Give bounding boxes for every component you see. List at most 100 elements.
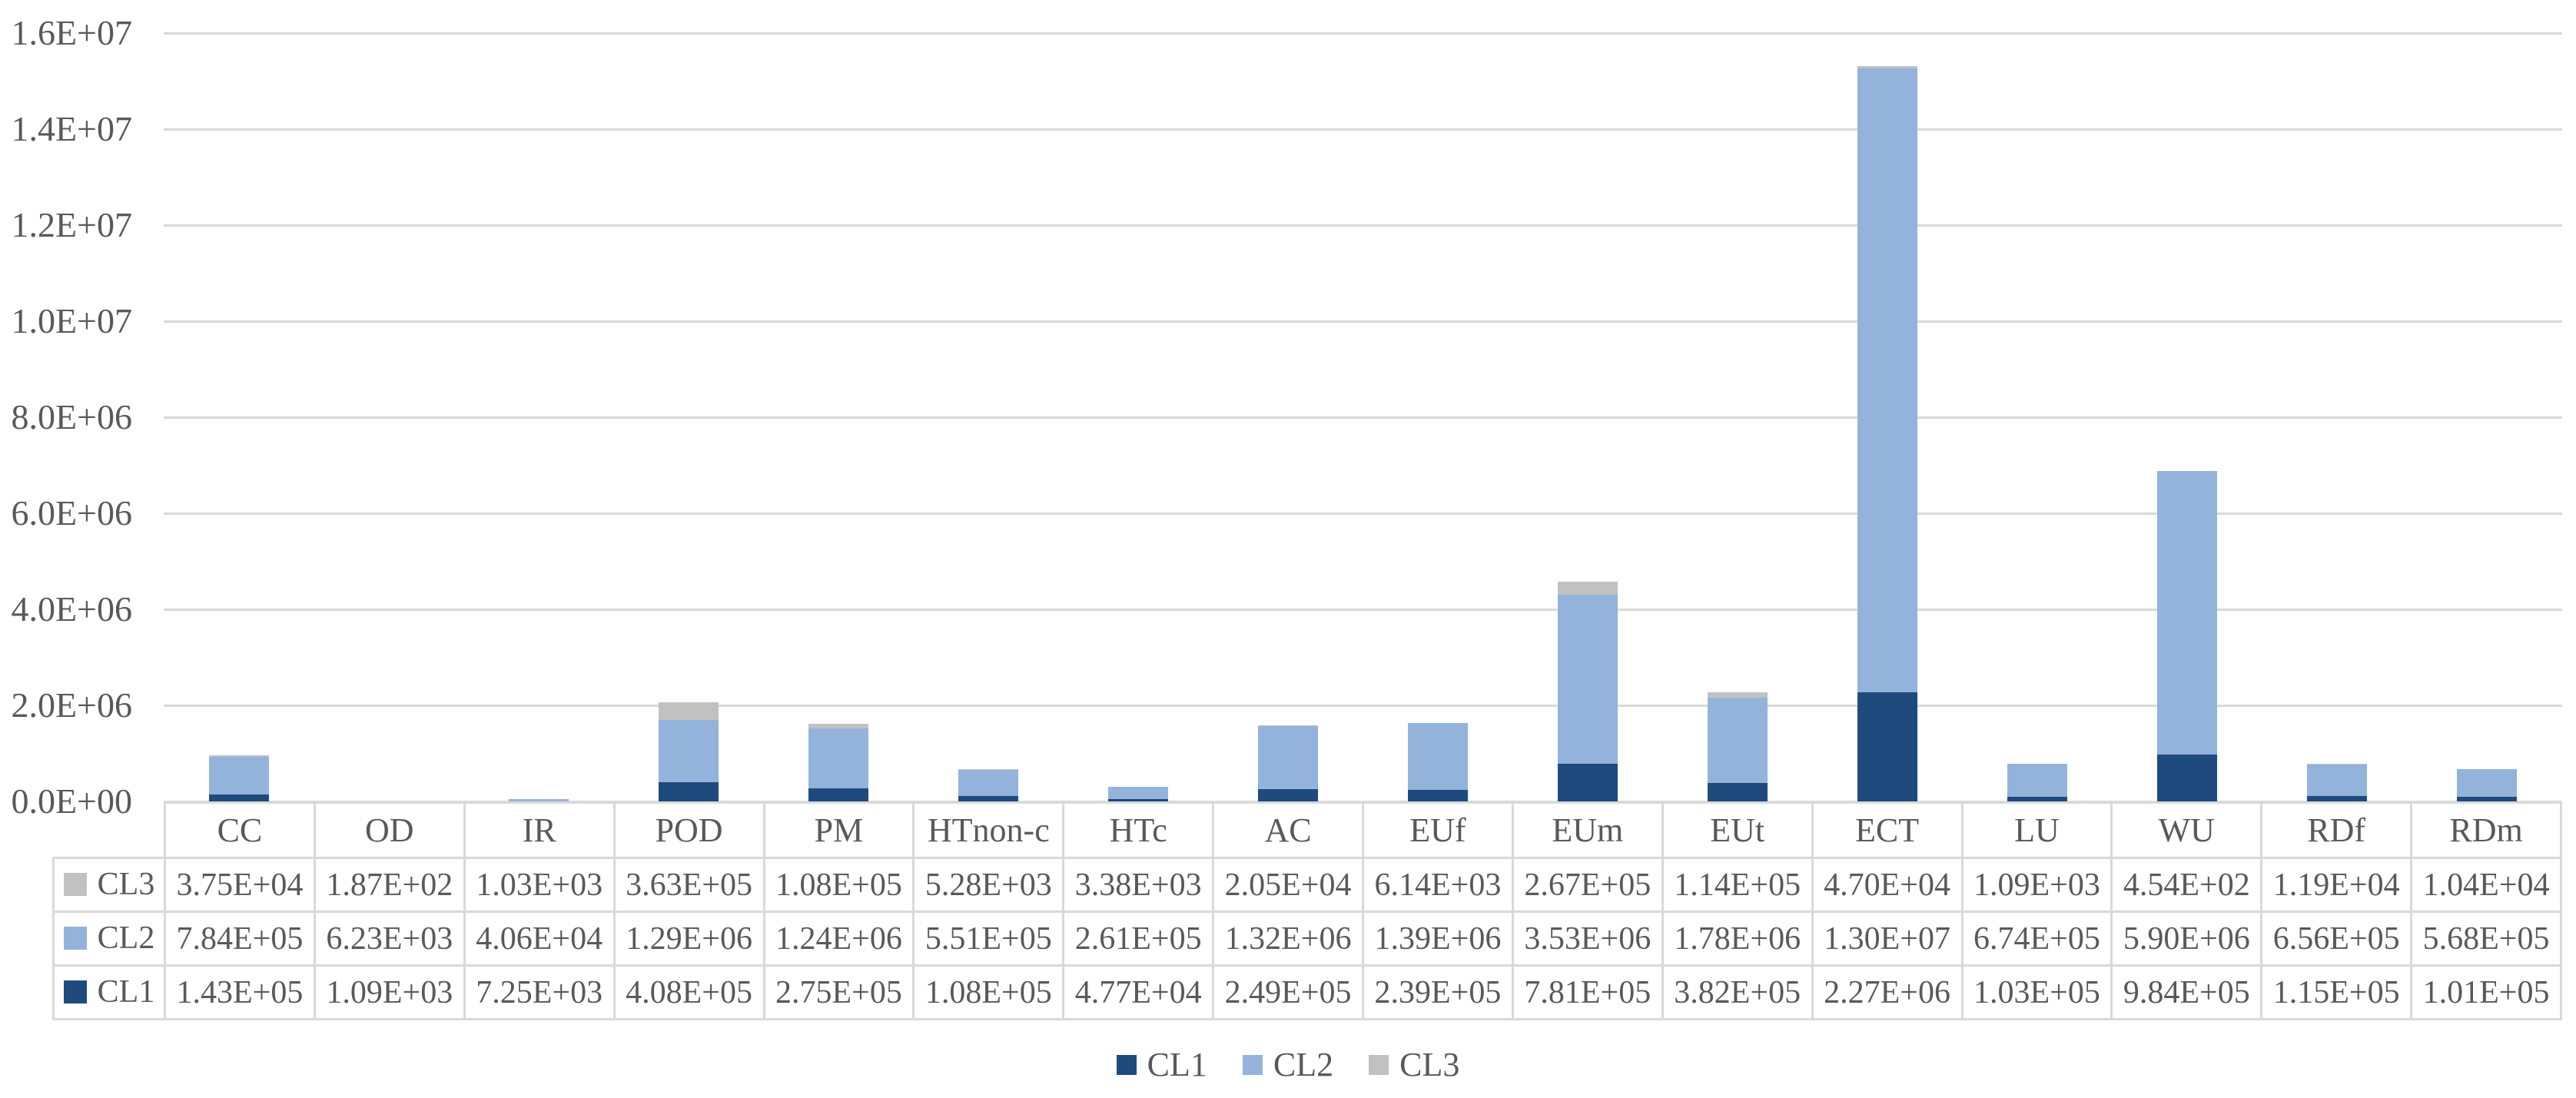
- table-value-cell: 5.90E+06: [2110, 911, 2263, 967]
- table-value-cell: 6.74E+05: [1960, 911, 2113, 967]
- table-value-cell: 3.75E+04: [164, 857, 316, 913]
- bar-segment-CL2: [2307, 764, 2368, 796]
- table-value-cell: 6.23E+03: [313, 911, 466, 967]
- bar-AC: [1257, 725, 1318, 801]
- category-header-cell: RDf: [2260, 801, 2413, 859]
- category-header-cell: IR: [463, 801, 616, 859]
- category-header-cell: PM: [762, 801, 915, 859]
- category-header-cell: OD: [313, 801, 466, 859]
- table-value-cell: 1.03E+03: [463, 857, 616, 913]
- bar-segment-CL3: [2457, 768, 2518, 770]
- bar-segment-CL3: [208, 755, 269, 758]
- gridline: [164, 224, 2562, 227]
- table-value-cell: 6.56E+05: [2260, 911, 2413, 967]
- bar-segment-CL1: [208, 794, 269, 801]
- bar-segment-CL1: [1857, 692, 1918, 801]
- table-value-cell: 2.49E+05: [1212, 964, 1364, 1020]
- data-table: CC OD IR POD PM HTnon-c HTc AC EUf EUm EUt ECT LU WU R…: [52, 801, 2562, 1020]
- category-header-cell: CC: [164, 801, 316, 859]
- y-axis-tick-label: 4.0E+06: [11, 589, 132, 629]
- table-value-cell: 2.61E+05: [1062, 911, 1215, 967]
- table-value-cell: 2.75E+05: [762, 964, 915, 1020]
- data-table-body: CL3 3.75E+04 1.87E+02 1.03E+03 3.63E+05 1.08E…: [52, 857, 2562, 1020]
- bar-segment-CL2: [2457, 769, 2518, 797]
- table-value-cell: 5.68E+05: [2410, 911, 2562, 967]
- gridline: [164, 416, 2562, 419]
- table-value-cell: 1.15E+05: [2260, 964, 2413, 1020]
- bar-segment-CL2: [1107, 786, 1168, 800]
- bar-segment-CL1: [1257, 789, 1318, 801]
- bar-POD: [658, 702, 719, 801]
- series-key-swatch-CL2: [63, 926, 87, 950]
- table-value-cell: 1.78E+06: [1661, 911, 1814, 967]
- y-axis-tick-label: 6.0E+06: [11, 493, 132, 532]
- gridline: [164, 128, 2562, 131]
- category-header-cell: HTnon-c: [912, 801, 1065, 859]
- bar-segment-CL3: [2307, 764, 2368, 765]
- category-header-cell: WU: [2110, 801, 2263, 859]
- bar-segment-CL1: [1408, 790, 1469, 801]
- table-value-cell: 2.39E+05: [1362, 964, 1514, 1020]
- table-value-cell: 9.84E+05: [2110, 964, 2263, 1020]
- bar-RDm: [2457, 768, 2518, 801]
- gridline: [164, 320, 2562, 323]
- table-value-cell: 4.77E+04: [1062, 964, 1215, 1020]
- bar-EUm: [1558, 581, 1618, 801]
- table-value-cell: 1.19E+04: [2260, 857, 2413, 913]
- category-header-cell: ECT: [1811, 801, 1964, 859]
- bar-segment-CL3: [658, 702, 719, 720]
- legend-swatch-CL1: [1116, 1054, 1137, 1075]
- table-value-cell: 1.87E+02: [313, 857, 466, 913]
- y-axis-tick-label: 1.6E+07: [11, 13, 132, 52]
- legend-item-CL2: CL2: [1242, 1045, 1333, 1084]
- series-key-swatch-CL1: [63, 980, 87, 1003]
- plot-area: [164, 32, 2562, 803]
- bar-segment-CL1: [808, 788, 868, 801]
- legend-swatch-CL2: [1242, 1054, 1263, 1075]
- bar-segment-CL2: [658, 719, 719, 782]
- bar-segment-CL2: [508, 799, 569, 801]
- bar-segment-CL1: [1708, 783, 1768, 801]
- table-value-cell: 3.82E+05: [1661, 964, 1814, 1020]
- bar-segment-CL2: [208, 757, 269, 795]
- bar-segment-CL1: [1107, 799, 1168, 801]
- table-value-cell: 3.53E+06: [1511, 911, 1664, 967]
- table-value-cell: 1.24E+06: [762, 911, 915, 967]
- bar-segment-CL2: [1558, 594, 1618, 765]
- table-value-cell: 1.03E+05: [1960, 964, 2113, 1020]
- gridline: [164, 32, 2562, 35]
- bar-segment-CL3: [1257, 725, 1318, 726]
- table-value-cell: 1.30E+07: [1811, 911, 1964, 967]
- bar-LU: [2007, 764, 2068, 801]
- y-axis-tick-label: 1.4E+07: [11, 109, 132, 148]
- y-axis-tick-label: 2.0E+06: [11, 685, 132, 725]
- gridline: [164, 512, 2562, 515]
- bar-IR: [508, 798, 569, 801]
- bar-segment-CL1: [658, 781, 719, 801]
- bar-segment-CL1: [2457, 796, 2518, 801]
- bar-segment-CL2: [1408, 723, 1469, 791]
- table-value-cell: 2.27E+06: [1811, 964, 1964, 1020]
- legend-item-CL1: CL1: [1116, 1045, 1207, 1084]
- category-header-cell: EUf: [1362, 801, 1514, 859]
- table-value-cell: 1.43E+05: [164, 964, 316, 1020]
- category-header-cell: EUt: [1661, 801, 1814, 859]
- bar-segment-CL3: [808, 723, 868, 729]
- table-value-cell: 4.70E+04: [1811, 857, 1964, 913]
- table-value-cell: 4.54E+02: [2110, 857, 2263, 913]
- category-header-cell: POD: [612, 801, 765, 859]
- series-key-label: CL2: [97, 920, 155, 956]
- bar-EUt: [1708, 692, 1768, 801]
- chart-legend: CL1 CL2 CL3: [0, 1045, 2576, 1084]
- category-header-row: CC OD IR POD PM HTnon-c HTc AC EUf EUm EUt ECT LU WU R…: [54, 801, 2562, 859]
- table-value-cell: 1.39E+06: [1362, 911, 1514, 967]
- table-value-cell: 5.51E+05: [912, 911, 1065, 967]
- bar-segment-CL2: [2007, 764, 2068, 797]
- legend-item-CL3: CL3: [1369, 1045, 1459, 1084]
- legend-swatch-CL3: [1369, 1054, 1389, 1075]
- data-table-header: CC OD IR POD PM HTnon-c HTc AC EUf EUm EUt ECT LU WU R…: [54, 801, 2562, 859]
- table-value-cell: 7.84E+05: [164, 911, 316, 967]
- bar-HTc: [1107, 786, 1168, 801]
- y-axis-tick-label: 1.2E+07: [11, 205, 132, 244]
- category-header-cell: LU: [1960, 801, 2113, 859]
